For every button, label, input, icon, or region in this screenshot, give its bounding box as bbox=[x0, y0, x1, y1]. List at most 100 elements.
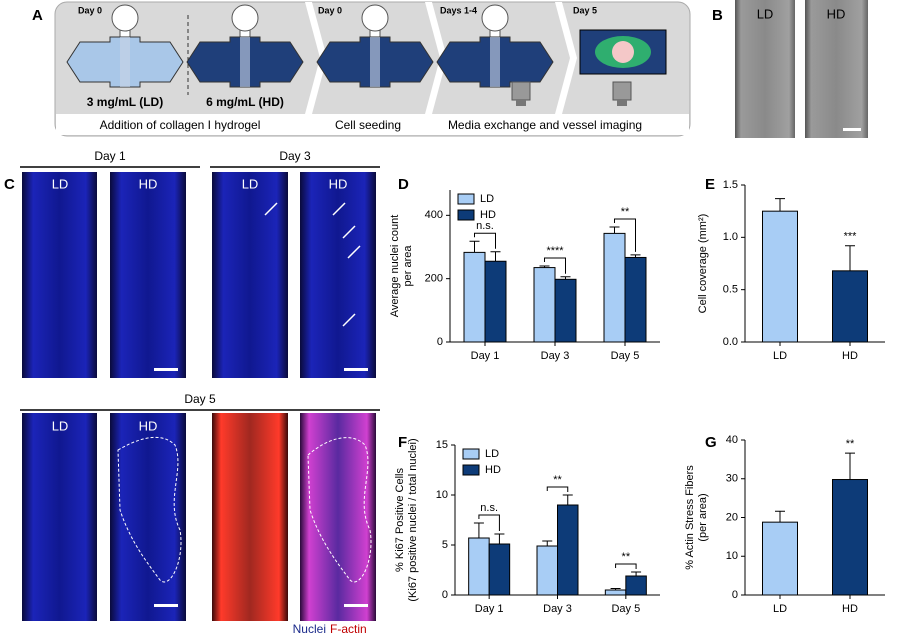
condition-label: HD bbox=[329, 176, 348, 191]
day-label: Day 0 bbox=[318, 5, 342, 15]
bar bbox=[468, 537, 490, 596]
x-tick-label: Day 1 bbox=[475, 603, 504, 615]
step-label: Addition of collagen I hydrogel bbox=[100, 118, 261, 132]
stain-label: F-actin bbox=[330, 622, 367, 636]
scale-bar bbox=[344, 368, 368, 371]
chip-reservoir bbox=[111, 4, 139, 32]
condition-label: 3 mg/mL (LD) bbox=[87, 95, 163, 109]
day-label: Day 0 bbox=[78, 5, 102, 15]
significance-label: n.s. bbox=[480, 502, 498, 514]
panel-label: A bbox=[32, 7, 43, 24]
significance-label: ** bbox=[846, 438, 855, 450]
error-bar bbox=[775, 198, 785, 212]
y-tick-label: 0 bbox=[732, 589, 738, 601]
y-tick-label: 0 bbox=[437, 336, 443, 348]
day-label: Days 1-4 bbox=[440, 5, 477, 15]
stain-label: Nuclei bbox=[293, 622, 326, 636]
scale-bar bbox=[154, 368, 178, 371]
error-bar bbox=[539, 265, 550, 268]
bar bbox=[624, 256, 647, 343]
error-bar bbox=[845, 245, 855, 271]
steps-strip bbox=[56, 114, 689, 135]
error-bar bbox=[560, 276, 571, 280]
bar bbox=[832, 479, 868, 596]
legend-label: LD bbox=[485, 448, 499, 460]
bar bbox=[463, 251, 486, 343]
condition-label: HD bbox=[139, 176, 158, 191]
significance-bracket bbox=[544, 257, 566, 274]
bar bbox=[625, 575, 647, 596]
day-header: Day 1 bbox=[94, 149, 126, 163]
day-label: Day 5 bbox=[573, 5, 597, 15]
x-tick-label: Day 5 bbox=[611, 350, 640, 362]
condition-label: 6 mg/mL (HD) bbox=[206, 95, 284, 109]
chevron bbox=[555, 2, 577, 114]
step-label: Media exchange and vessel imaging bbox=[448, 118, 642, 132]
error-bar bbox=[630, 254, 641, 258]
significance-label: ** bbox=[553, 474, 562, 486]
x-tick-label: Day 5 bbox=[611, 603, 640, 615]
x-tick-label: HD bbox=[842, 350, 858, 362]
bar bbox=[832, 270, 868, 343]
y-axis-label: (per area) bbox=[697, 493, 709, 541]
bar bbox=[488, 543, 511, 596]
y-tick-label: 10 bbox=[726, 550, 738, 562]
y-tick-label: 1.5 bbox=[723, 179, 738, 191]
panel-label: G bbox=[705, 434, 717, 451]
error-bar bbox=[542, 540, 553, 546]
condition-label: LD bbox=[52, 176, 69, 191]
y-axis-label: (Ki67 positive nuclei / total nuclei) bbox=[407, 438, 419, 601]
arrows bbox=[264, 202, 361, 327]
scale-bar bbox=[154, 604, 178, 607]
micrograph bbox=[805, 0, 868, 138]
panel-label: D bbox=[398, 176, 409, 193]
panel-label: E bbox=[705, 176, 715, 193]
significance-label: n.s. bbox=[476, 220, 494, 232]
significance-bracket bbox=[474, 232, 496, 249]
y-tick-label: 1.0 bbox=[723, 231, 738, 243]
y-axis-label: % Actin Stress Fibers bbox=[684, 465, 696, 570]
x-tick-label: LD bbox=[773, 350, 787, 362]
chip-reservoir bbox=[231, 4, 259, 32]
chip-reservoir bbox=[361, 4, 389, 32]
error-bar bbox=[609, 226, 620, 234]
chip-channel bbox=[120, 37, 130, 87]
y-axis-label: % Ki67 Positive Cells bbox=[394, 468, 406, 572]
bar bbox=[762, 210, 798, 343]
chip-channel bbox=[490, 37, 500, 87]
legend-swatch bbox=[457, 209, 475, 221]
step-label: Cell seeding bbox=[335, 118, 401, 132]
significance-bracket bbox=[614, 218, 636, 252]
panel-label: C bbox=[4, 176, 15, 193]
y-tick-label: 0.5 bbox=[723, 284, 738, 296]
bar bbox=[762, 521, 798, 596]
significance-bracket bbox=[546, 486, 569, 492]
micrograph bbox=[212, 413, 288, 621]
panel-label: B bbox=[712, 7, 723, 24]
day-header: Day 5 bbox=[184, 392, 216, 406]
error-bar bbox=[494, 533, 505, 544]
condition-label: LD bbox=[757, 6, 774, 21]
x-tick-label: HD bbox=[842, 603, 858, 615]
bar bbox=[603, 232, 626, 343]
micrograph bbox=[300, 172, 376, 378]
bar bbox=[554, 278, 577, 343]
legend-label: HD bbox=[485, 464, 501, 476]
significance-bracket bbox=[478, 514, 500, 531]
micrograph bbox=[110, 172, 186, 378]
scale-bar bbox=[344, 604, 368, 607]
condition-label: HD bbox=[827, 6, 846, 21]
y-tick-label: 30 bbox=[726, 473, 738, 485]
error-bar bbox=[631, 571, 642, 576]
y-tick-label: 20 bbox=[726, 511, 738, 523]
y-tick-label: 15 bbox=[436, 439, 448, 451]
vessel-lumen bbox=[612, 41, 634, 63]
significance-label: *** bbox=[844, 231, 858, 243]
error-bar bbox=[469, 240, 480, 253]
bar bbox=[484, 260, 507, 343]
legend-swatch bbox=[462, 464, 480, 476]
micrograph bbox=[735, 0, 795, 138]
x-tick-label: Day 1 bbox=[471, 350, 500, 362]
error-bar bbox=[473, 522, 484, 538]
